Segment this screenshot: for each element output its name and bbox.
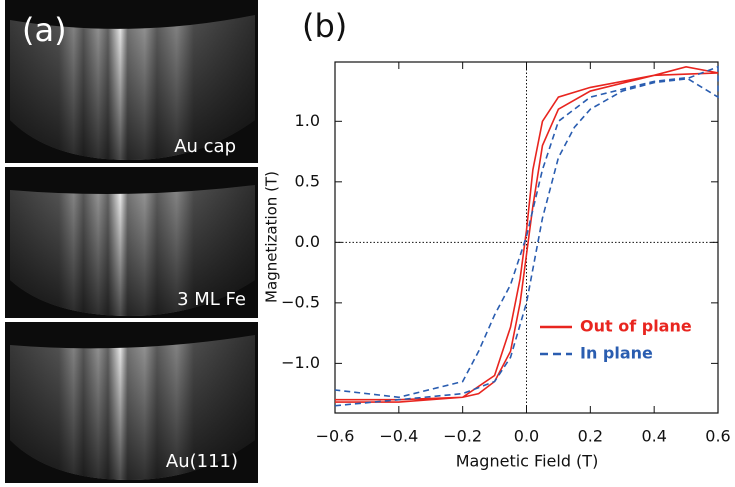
image [5, 322, 258, 483]
x-tick-label: 0.0 [514, 427, 539, 446]
legend-label: In plane [580, 344, 653, 363]
y-tick-label: 1.0 [295, 111, 320, 130]
x-axis-title: Magnetic Field (T) [456, 452, 599, 471]
series-line [335, 66, 719, 403]
x-tick-label: 0.2 [578, 427, 603, 446]
series-line [334, 65, 719, 407]
x-tick-label: −0.4 [379, 427, 418, 446]
x-tick-label: −0.6 [316, 427, 355, 446]
y-tick-label: 0.0 [295, 232, 320, 251]
y-tick-label: −0.5 [281, 292, 320, 311]
x-tick-label: 0.4 [641, 427, 666, 446]
image [5, 167, 258, 318]
image-label: Au(111) [166, 451, 238, 472]
image-label: 3 ML Fe [177, 289, 246, 310]
rheed-images: (a) Au cap 3 ML Fe Au(111) [5, 0, 258, 483]
panel-label: (a) [22, 11, 67, 49]
y-tick-label: −1.0 [281, 353, 320, 372]
x-tick-label: −0.2 [443, 427, 482, 446]
y-axis-title: Magnetization (T) [263, 171, 281, 303]
y-tick-label: 0.5 [295, 171, 320, 190]
legend-label: Out of plane [580, 317, 692, 336]
x-tick-label: 0.6 [705, 427, 730, 446]
image-label: Au cap [174, 136, 236, 157]
panel-label: (b) [302, 7, 347, 45]
image [5, 0, 258, 163]
